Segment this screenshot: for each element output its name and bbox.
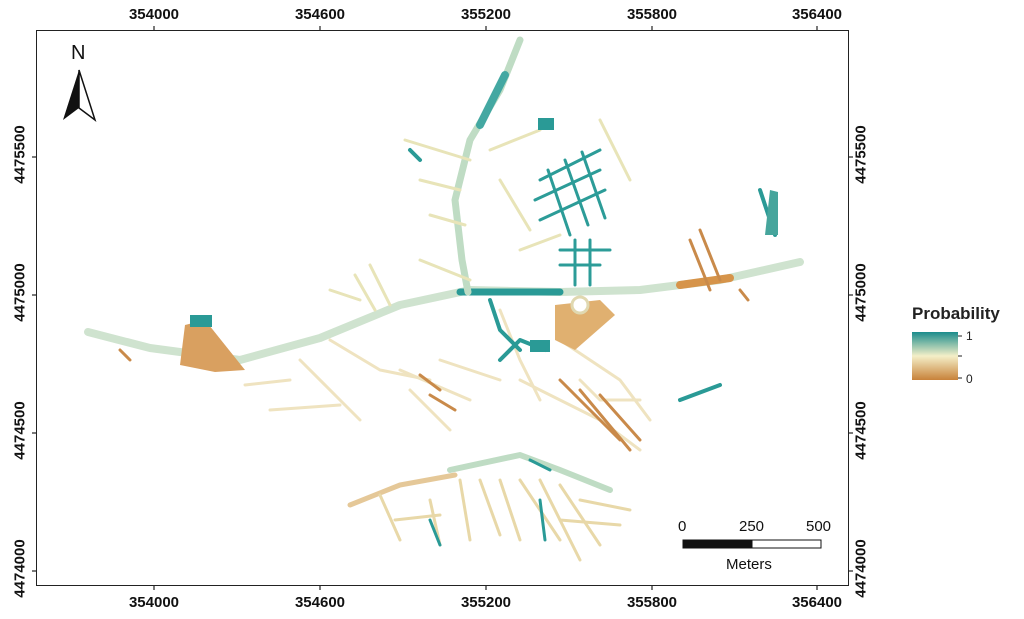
ne-grid: [533, 148, 612, 287]
scale-label-0: 0: [678, 518, 687, 535]
x-tick-top: 356400: [791, 6, 843, 23]
x-tick-bottom: 356400: [791, 594, 843, 611]
west-area: [180, 320, 245, 372]
legend-low-label: 0: [966, 372, 973, 386]
north-arrow-icon: [63, 69, 97, 123]
scale-label-500: 500: [806, 518, 832, 535]
legend-title: Probability: [912, 304, 1000, 323]
north-streets: [328, 118, 632, 312]
legend-high-label: 1: [966, 329, 973, 343]
south-road-2: [347, 472, 458, 508]
x-tick-bottom: 354600: [294, 594, 346, 611]
x-tick-bottom: 355200: [460, 594, 512, 611]
south-road: [447, 452, 613, 493]
teal-block-center: [530, 340, 550, 352]
x-tick-top: 354000: [128, 6, 180, 23]
probability-areas: [180, 118, 778, 372]
scale-label-250: 250: [739, 518, 765, 535]
x-tick-top: 355800: [626, 6, 678, 23]
legend-swatch: [912, 332, 962, 380]
scale-unit: Meters: [726, 556, 772, 573]
north-label: N: [71, 42, 86, 64]
x-tick-bottom: 355800: [626, 594, 678, 611]
ne-area: [765, 190, 778, 235]
x-tick-bottom: 354000: [128, 594, 180, 611]
north-road-teal: [476, 71, 509, 129]
teal-block-west: [190, 315, 212, 327]
orange-streets: [118, 228, 750, 452]
teal-block-north: [538, 118, 554, 130]
north-road: [451, 36, 524, 296]
map-frame: [36, 30, 849, 586]
x-tick-top: 355200: [460, 6, 512, 23]
tick-marks: [32, 26, 853, 590]
south-teal: [428, 458, 552, 547]
x-tick-top: 354600: [294, 6, 346, 23]
street-network: [84, 36, 804, 562]
central-plaza: [555, 300, 615, 350]
scale-bar: [682, 539, 822, 549]
south-streets: [378, 478, 632, 562]
roundabout: [570, 295, 590, 315]
